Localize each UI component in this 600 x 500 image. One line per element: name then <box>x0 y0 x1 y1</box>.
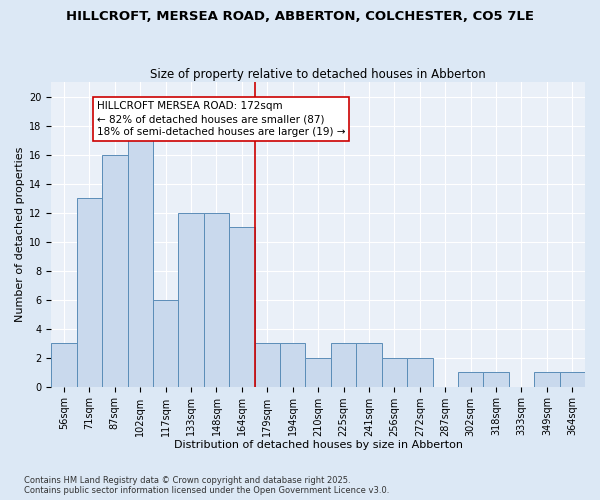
Bar <box>382 358 407 386</box>
Bar <box>331 343 356 386</box>
Title: Size of property relative to detached houses in Abberton: Size of property relative to detached ho… <box>150 68 486 81</box>
Bar <box>77 198 102 386</box>
Bar <box>178 212 204 386</box>
Bar <box>51 343 77 386</box>
Bar <box>153 300 178 386</box>
Bar <box>407 358 433 386</box>
Bar <box>534 372 560 386</box>
Bar <box>458 372 484 386</box>
Bar <box>305 358 331 386</box>
Bar <box>128 140 153 386</box>
Bar <box>254 343 280 386</box>
Bar <box>356 343 382 386</box>
Text: Contains HM Land Registry data © Crown copyright and database right 2025.
Contai: Contains HM Land Registry data © Crown c… <box>24 476 389 495</box>
X-axis label: Distribution of detached houses by size in Abberton: Distribution of detached houses by size … <box>173 440 463 450</box>
Bar <box>204 212 229 386</box>
Bar <box>560 372 585 386</box>
Bar <box>484 372 509 386</box>
Text: HILLCROFT MERSEA ROAD: 172sqm
← 82% of detached houses are smaller (87)
18% of s: HILLCROFT MERSEA ROAD: 172sqm ← 82% of d… <box>97 101 346 138</box>
Bar <box>229 227 254 386</box>
Y-axis label: Number of detached properties: Number of detached properties <box>15 146 25 322</box>
Bar <box>280 343 305 386</box>
Bar <box>102 154 128 386</box>
Text: HILLCROFT, MERSEA ROAD, ABBERTON, COLCHESTER, CO5 7LE: HILLCROFT, MERSEA ROAD, ABBERTON, COLCHE… <box>66 10 534 23</box>
